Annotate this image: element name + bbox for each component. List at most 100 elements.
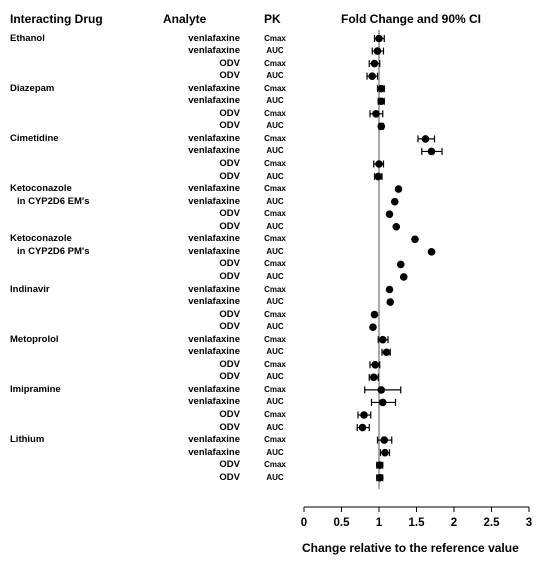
analyte-label: ODV [219,208,240,220]
analyte-label: venlafaxine [188,383,240,395]
pk-label: AUC [266,372,284,382]
point-estimate [390,197,399,206]
pk-label: AUC [266,171,284,181]
analyte-label: ODV [219,258,240,270]
point-estimate [377,84,386,93]
analyte-label: venlafaxine [188,296,240,308]
pk-label: Cmax [264,435,286,445]
point-estimate [377,97,386,106]
pk-label: AUC [266,397,284,407]
analyte-label: venlafaxine [188,446,240,458]
analyte-label: venlafaxine [188,333,240,345]
pk-label: AUC [266,121,284,131]
x-tick-label: 2.5 [483,517,500,529]
pk-label: Cmax [264,384,286,394]
point-estimate [375,34,383,43]
analyte-label: ODV [219,459,240,471]
pk-label: Cmax [264,359,286,369]
drug-label: Lithium [10,434,45,446]
pk-label: AUC [266,347,284,357]
analyte-label: venlafaxine [188,396,240,408]
analyte-label: ODV [219,57,240,69]
analyte-label: ODV [219,120,240,132]
point-estimate [375,461,384,470]
pk-label: Cmax [264,33,286,43]
pk-label: Cmax [264,209,286,219]
pk-label: Cmax [264,259,286,269]
pk-label: Cmax [264,184,286,194]
point-estimate [399,273,408,281]
x-tick-label: 1 [375,517,383,529]
header-interacting-drug: Interacting Drug [10,12,103,26]
analyte-label: ODV [219,107,240,119]
pk-label: AUC [266,322,284,332]
point-estimate [369,373,378,382]
point-estimate [382,348,391,357]
header-analyte: Analyte [163,12,207,26]
pk-label: AUC [266,196,284,206]
x-tick-label: 1.5 [408,517,425,529]
analyte-label: ODV [219,158,240,169]
pk-label: AUC [266,271,284,281]
drug-label: in CYP2D6 EM's [17,195,90,207]
analyte-label: venlafaxine [188,183,240,195]
pk-label: AUC [266,472,284,482]
point-estimate [427,248,436,256]
pk-label: Cmax [264,410,286,419]
analyte-label: venlafaxine [188,45,240,57]
drug-label: Indinavir [10,283,50,295]
drug-label: Imipramine [10,383,61,395]
header-fold-change-ci: Fold Change and 90% CI [341,12,482,26]
drug-label: Metoprolol [10,333,59,345]
analyte-label: ODV [219,358,240,370]
point-estimate [386,298,395,306]
pk-label: Cmax [264,133,286,143]
header-pk: PK [264,12,281,26]
point-estimate [375,473,384,482]
point-estimate [392,222,401,231]
drug-label: Ketoconazole [10,183,72,195]
pk-label: Cmax [264,334,286,344]
pk-label: Cmax [264,58,286,68]
point-estimate [360,411,368,419]
point-estimate [368,72,377,80]
point-estimate [370,310,379,319]
point-estimate [396,260,405,269]
pk-label: Cmax [264,309,286,319]
x-tick-label: 0.5 [333,517,350,529]
analyte-label: venlafaxine [188,32,240,44]
pk-label: Cmax [264,83,286,93]
x-tick-label: 0 [300,517,308,529]
analyte-label: ODV [219,471,240,483]
analyte-label: ODV [219,220,240,232]
pk-label: Cmax [264,460,286,470]
analyte-label: ODV [219,371,240,383]
analyte-label: venlafaxine [188,346,240,358]
drug-label: Ketoconazole [10,233,72,245]
point-estimate [411,235,419,244]
point-estimate [370,59,379,68]
point-estimate [378,335,387,344]
analyte-label: venlafaxine [188,283,240,295]
pk-label: AUC [266,447,284,457]
point-estimate [373,47,382,55]
analyte-label: ODV [219,308,240,320]
analyte-label: ODV [219,170,240,182]
analyte-label: ODV [219,321,240,333]
point-estimate [385,285,394,294]
x-tick-label: 3 [525,517,533,529]
point-estimate [394,185,403,193]
pk-label: Cmax [264,159,286,168]
drug-label: Cimetidine [10,132,59,144]
point-estimate [385,210,394,218]
point-estimate [358,423,367,432]
point-estimate [378,398,387,407]
point-estimate [374,172,383,181]
analyte-label: ODV [219,409,240,420]
pk-label: AUC [266,46,284,56]
analyte-label: venlafaxine [188,245,240,257]
point-estimate [427,147,436,156]
drug-label: Diazepam [10,82,55,94]
